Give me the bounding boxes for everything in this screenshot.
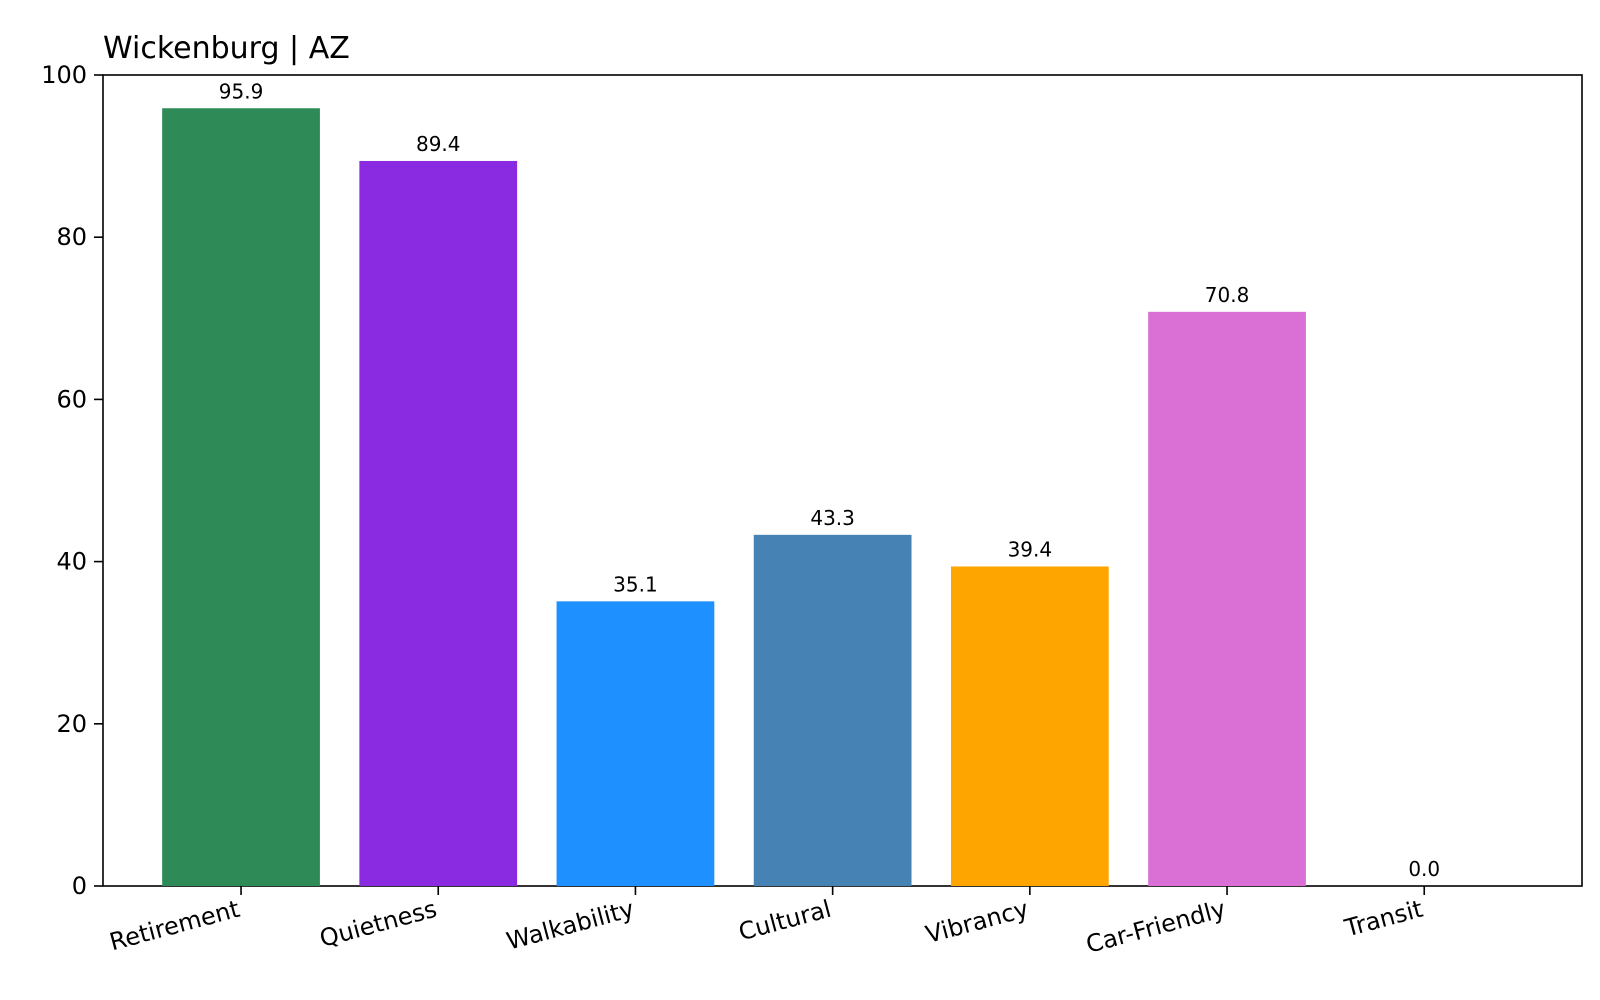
bar-retirement [162, 108, 320, 886]
chart-title: Wickenburg | AZ [103, 31, 350, 66]
bar-quietness [359, 160, 518, 887]
y-tick-label: 0 [72, 872, 87, 900]
y-axis: 0 20 40 60 80 100 [41, 61, 103, 900]
data-label-quietness: 89.4 [416, 132, 461, 156]
bar-walkability [556, 601, 715, 886]
y-tick-label: 60 [56, 385, 87, 413]
x-axis: Retirement Quietness Walkability Cultural Vi… [107, 886, 1426, 959]
x-tick-label-cultural: Cultural [736, 895, 835, 947]
y-tick-label: 100 [41, 61, 87, 89]
x-tick-label-retirement: Retirement [107, 895, 243, 957]
data-label-walkability: 35.1 [613, 572, 658, 596]
x-tick-label-quietness: Quietness [317, 895, 440, 953]
bars-group [162, 108, 1306, 887]
y-tick-label: 40 [56, 548, 87, 576]
y-tick-label: 80 [56, 223, 87, 251]
bar-car-friendly [1148, 311, 1306, 886]
data-label-cultural: 43.3 [810, 506, 855, 530]
bar-cultural [753, 534, 912, 886]
data-labels-group: 95.9 89.4 35.1 43.3 39.4 70.8 0.0 [219, 79, 1440, 881]
data-label-retirement: 95.9 [219, 79, 264, 103]
bar-vibrancy [950, 566, 1109, 886]
x-tick-label-transit: Transit [1341, 895, 1426, 943]
x-tick-label-vibrancy: Vibrancy [923, 895, 1032, 949]
data-label-car-friendly: 70.8 [1205, 283, 1250, 307]
data-label-vibrancy: 39.4 [1008, 537, 1053, 561]
x-tick-label-car-friendly: Car-Friendly [1083, 895, 1229, 959]
y-tick-label: 20 [56, 710, 87, 738]
x-tick-label-walkability: Walkability [504, 895, 637, 956]
data-label-transit: 0.0 [1408, 857, 1440, 881]
